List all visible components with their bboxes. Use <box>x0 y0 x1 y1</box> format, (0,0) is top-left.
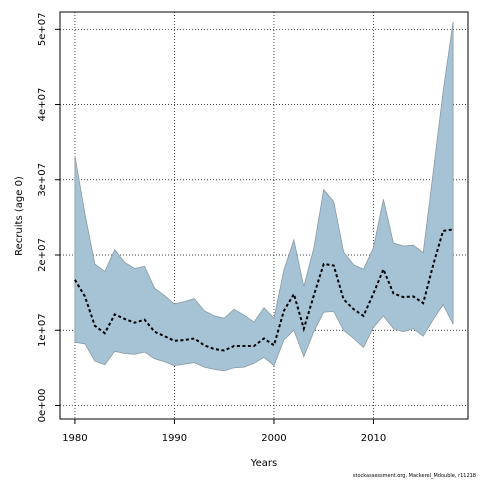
x-axis: 1980 1990 2000 2010 <box>62 419 386 444</box>
credit-text: stockassessment.org, Mackerel_Mdouble, r… <box>353 473 476 479</box>
y-axis: 0e+00 1e+07 2e+07 3e+07 4e+07 5e+07 <box>37 12 60 422</box>
plot-frame <box>59 11 469 420</box>
recruits-line <box>74 228 454 352</box>
y-tick-label: 1e+07 <box>37 313 48 347</box>
x-tick-label: 2010 <box>361 433 386 444</box>
y-tick-label: 3e+07 <box>37 163 48 197</box>
x-tick-label: 2000 <box>261 433 286 444</box>
x-axis-title: Years <box>250 458 277 469</box>
confidence-band <box>74 21 454 372</box>
x-tick-label: 1990 <box>162 433 187 444</box>
y-tick-label: 0e+00 <box>37 389 48 423</box>
y-axis-title: Recruits (age 0) <box>14 176 25 256</box>
x-tick-label: 1980 <box>62 433 87 444</box>
grid <box>60 12 468 419</box>
y-tick-label: 5e+07 <box>37 12 48 46</box>
y-tick-label: 4e+07 <box>37 88 48 122</box>
y-tick-label: 2e+07 <box>37 238 48 272</box>
